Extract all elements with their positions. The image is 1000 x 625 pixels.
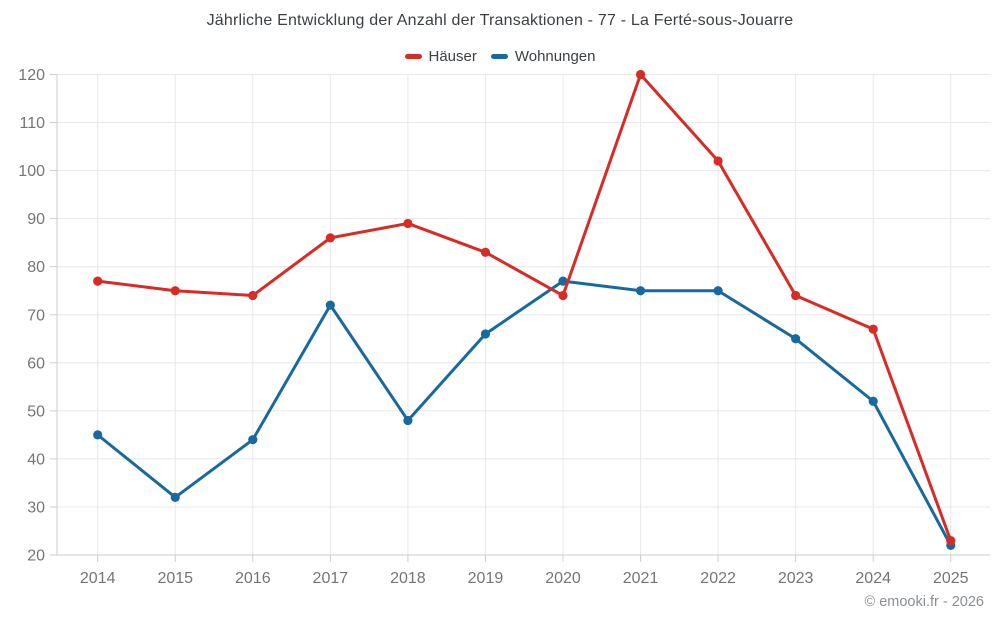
data-point-hauser-2016[interactable] xyxy=(248,290,258,301)
data-point-hauser-2023[interactable] xyxy=(791,290,801,301)
data-point-hauser-2021[interactable] xyxy=(635,69,646,80)
data-point-wohnungen-2014[interactable] xyxy=(93,430,103,440)
y-axis-label: 90 xyxy=(27,211,45,228)
data-point-hauser-2025[interactable] xyxy=(946,535,956,546)
x-axis-label: 2021 xyxy=(623,570,659,587)
data-point-wohnungen-2022[interactable] xyxy=(713,286,723,296)
data-point-hauser-2022[interactable] xyxy=(713,156,723,166)
x-axis-label: 2018 xyxy=(390,570,426,587)
y-axis-label: 120 xyxy=(18,67,45,84)
data-point-wohnungen-2020[interactable] xyxy=(558,276,568,286)
data-point-hauser-2024[interactable] xyxy=(868,324,878,334)
copyright: © emooki.fr - 2026 xyxy=(864,594,984,610)
x-axis-label: 2017 xyxy=(313,570,349,587)
y-axis-label: 50 xyxy=(27,403,45,420)
y-axis-label: 60 xyxy=(27,355,45,372)
x-axis-label: 2023 xyxy=(778,570,814,587)
hauser-series-swatch xyxy=(404,54,422,59)
y-axis-label: 80 xyxy=(27,259,45,276)
data-point-hauser-2014[interactable] xyxy=(93,276,103,286)
data-point-hauser-2015[interactable] xyxy=(170,286,180,296)
data-point-wohnungen-2023[interactable] xyxy=(791,334,801,344)
y-axis-label: 20 xyxy=(27,548,45,565)
legend-label-wohnungen: Wohnungen xyxy=(514,48,596,65)
x-axis-label: 2014 xyxy=(80,570,116,587)
series-hauser-line xyxy=(96,73,953,543)
series-wohnungen-line xyxy=(96,279,953,547)
chart-title: Jährliche Entwicklung der Anzahl der Tra… xyxy=(206,12,794,29)
data-point-wohnungen-2019[interactable] xyxy=(480,329,491,339)
legend-item-hauser[interactable]: Häuser xyxy=(404,48,477,65)
chart-legend: Häuser Wohnungen xyxy=(0,48,1000,65)
data-point-wohnungen-2018[interactable] xyxy=(403,415,413,426)
data-point-hauser-2017[interactable] xyxy=(325,233,335,243)
data-point-hauser-2018[interactable] xyxy=(403,218,413,229)
y-axis-label: 110 xyxy=(19,115,45,132)
data-point-wohnungen-2021[interactable] xyxy=(635,286,646,296)
data-point-wohnungen-2016[interactable] xyxy=(248,435,258,445)
y-axis-label: 70 xyxy=(27,307,45,324)
data-point-wohnungen-2015[interactable] xyxy=(170,492,180,502)
x-axis-label: 2024 xyxy=(855,570,891,587)
x-axis-label: 2020 xyxy=(545,570,581,587)
data-point-hauser-2020[interactable] xyxy=(558,290,568,301)
data-point-hauser-2019[interactable] xyxy=(480,247,491,257)
x-axis-label: 2016 xyxy=(235,570,271,587)
legend-item-wohnungen[interactable]: Wohnungen xyxy=(490,48,596,65)
x-axis-label: 2022 xyxy=(700,570,736,587)
x-axis-label: 2019 xyxy=(468,570,504,587)
x-axis-label: 2025 xyxy=(933,570,969,587)
x-axis-label: 2015 xyxy=(157,570,193,587)
data-point-wohnungen-2024[interactable] xyxy=(868,396,878,406)
wohnungen-series-swatch xyxy=(490,54,508,59)
legend-label-hauser: Häuser xyxy=(428,48,477,65)
y-axis-label: 30 xyxy=(27,499,45,516)
y-axis-label: 40 xyxy=(27,451,45,468)
data-point-wohnungen-2017[interactable] xyxy=(325,300,335,310)
y-axis-label: 100 xyxy=(18,163,45,180)
